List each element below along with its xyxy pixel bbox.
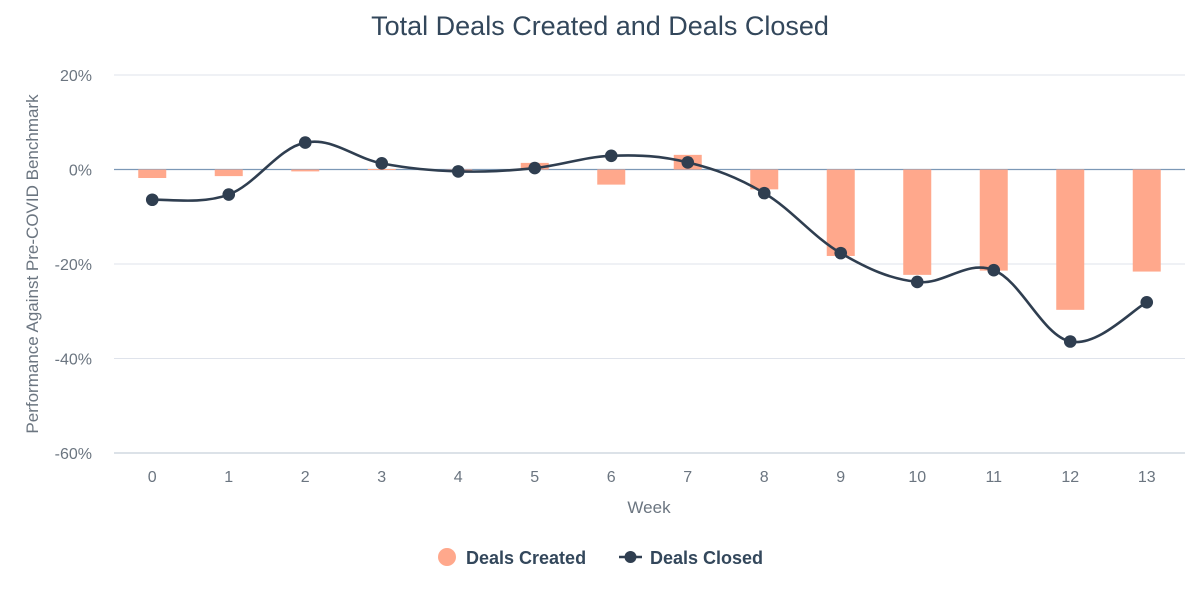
point-deals-closed-week-4[interactable]: [451, 165, 465, 178]
grid-layer: [114, 74, 1185, 454]
legend: Deals Created Deals Closed: [438, 548, 763, 568]
x-tick-label-8: 8: [760, 469, 769, 486]
x-tick-label-9: 9: [836, 469, 845, 486]
point-deals-closed-week-13[interactable]: [1140, 295, 1154, 309]
x-axis-label: Week: [627, 498, 671, 517]
x-tick-label-4: 4: [454, 469, 463, 486]
bar-deals-created-week-9[interactable]: [826, 169, 855, 256]
bars-layer: [138, 154, 1161, 310]
x-tick-label-0: 0: [148, 469, 157, 486]
y-axis-label: Performance Against Pre-COVID Benchmark: [23, 94, 42, 434]
legend-marker-deals-closed: [624, 551, 637, 563]
x-tick-label-3: 3: [377, 469, 386, 486]
legend-label-deals-closed: Deals Closed: [650, 548, 763, 568]
legend-marker-deals-created: [438, 548, 456, 566]
point-deals-closed-week-12[interactable]: [1063, 335, 1077, 348]
legend-label-deals-created: Deals Created: [466, 548, 586, 568]
x-tick-label-12: 12: [1061, 469, 1079, 486]
point-deals-closed-week-11[interactable]: [987, 263, 1001, 277]
chart-title: Total Deals Created and Deals Closed: [371, 11, 829, 41]
x-tick-label-11: 11: [985, 469, 1002, 486]
y-tick-label-minus-40: -40%: [55, 352, 92, 369]
x-tick-label-13: 13: [1138, 469, 1156, 486]
bar-deals-created-week-10[interactable]: [903, 169, 932, 275]
point-deals-closed-week-3[interactable]: [375, 157, 389, 170]
point-deals-closed-week-10[interactable]: [910, 275, 924, 289]
x-tick-label-7: 7: [683, 469, 692, 486]
x-tick-label-1: 1: [224, 469, 233, 486]
x-tick-label-2: 2: [301, 469, 310, 486]
bar-deals-created-week-1[interactable]: [214, 169, 243, 177]
y-tick-label-0: 0%: [69, 163, 92, 180]
point-deals-closed-week-0[interactable]: [145, 193, 159, 207]
y-tick-label-minus-20: -20%: [55, 257, 92, 274]
legend-item-deals-closed[interactable]: Deals Closed: [619, 548, 763, 568]
x-tick-label-5: 5: [530, 469, 539, 486]
bar-deals-created-week-11[interactable]: [979, 169, 1008, 271]
bar-deals-created-week-2[interactable]: [291, 169, 320, 172]
bar-deals-created-week-8[interactable]: [750, 169, 779, 190]
point-deals-closed-week-2[interactable]: [298, 136, 312, 149]
bar-deals-created-week-0[interactable]: [138, 169, 167, 179]
x-tick-label-10: 10: [908, 469, 926, 486]
x-tick-label-6: 6: [607, 469, 616, 486]
bar-deals-created-week-12[interactable]: [1056, 169, 1085, 310]
y-tick-label-minus-60: -60%: [55, 446, 92, 463]
y-tick-label-20: 20%: [60, 68, 92, 85]
point-deals-closed-week-5[interactable]: [528, 161, 542, 175]
ticks-layer: 20%0%-20%-40%-60%0 1 2 3 4 5 6 7 8 9 10 11 12 13: [55, 68, 1156, 486]
bar-deals-created-week-6[interactable]: [597, 169, 626, 185]
point-deals-closed-week-7[interactable]: [681, 156, 695, 169]
point-deals-closed-week-1[interactable]: [222, 188, 236, 201]
bar-deals-created-week-13[interactable]: [1132, 169, 1161, 272]
point-deals-closed-week-6[interactable]: [604, 149, 618, 163]
point-deals-closed-week-8[interactable]: [757, 186, 771, 200]
points-layer: [145, 136, 1154, 348]
legend-item-deals-created[interactable]: Deals Created: [438, 548, 586, 568]
point-deals-closed-week-9[interactable]: [834, 246, 848, 260]
